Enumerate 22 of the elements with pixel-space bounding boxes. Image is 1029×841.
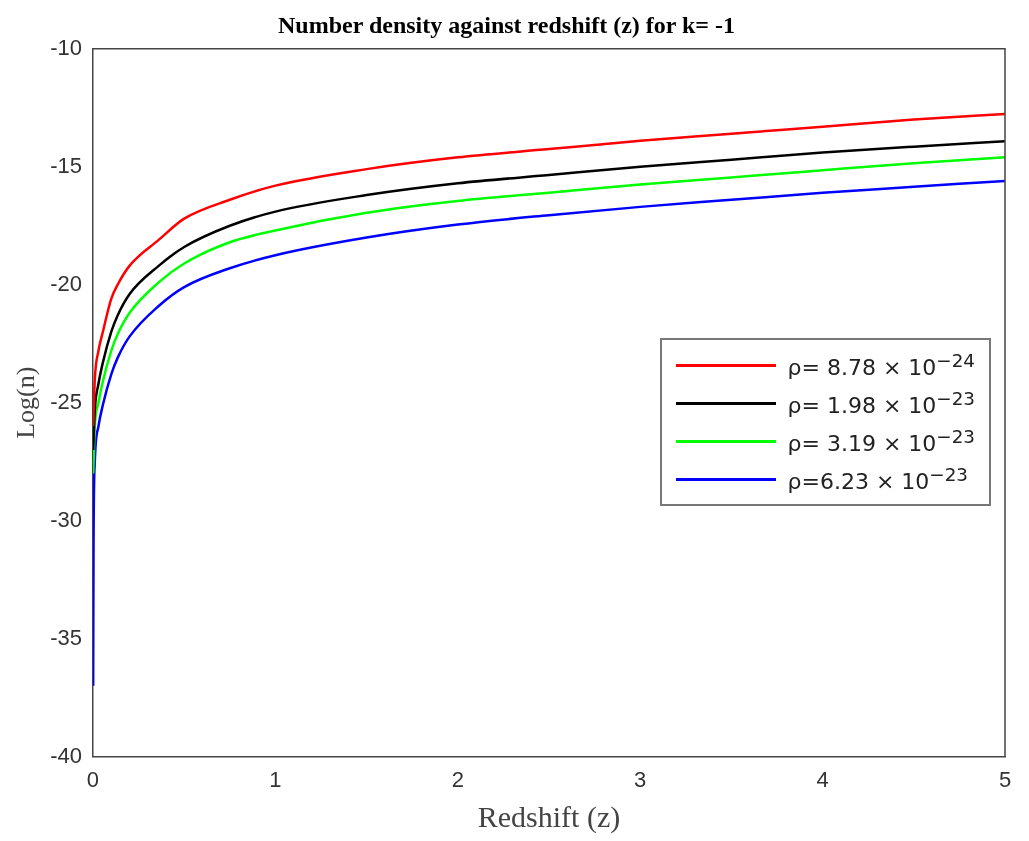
y-tick-label: -10	[50, 34, 82, 60]
y-tick-label: -30	[50, 506, 82, 532]
x-tick-label: 0	[86, 766, 100, 792]
x-tick-label: 3	[634, 766, 647, 792]
line-series	[93, 179, 1005, 688]
y-tick-label: -20	[50, 270, 82, 296]
x-tick-label: 4	[816, 766, 829, 792]
y-tick-label: -35	[50, 624, 82, 650]
x-tick-label: 2	[451, 766, 464, 792]
legend-label: ρ= 3.19 × 10$^{−23}$	[787, 425, 975, 457]
x-tick-label: 1	[269, 766, 282, 792]
x-tick-label: 5	[998, 766, 1012, 792]
legend-label: ρ=6.23 × 10$^{−23}$	[787, 463, 968, 495]
y-tick-label: -15	[50, 152, 82, 178]
line-series	[93, 112, 1005, 428]
legend-label: ρ= 1.98 × 10$^{−23}$	[787, 387, 975, 419]
y-axis-title: Log(n)	[11, 366, 41, 439]
legend-label: ρ= 8.78 × 10$^{−24}$	[787, 349, 975, 381]
x-axis-title: Redshift (z)	[477, 799, 621, 834]
chart-title: Number density against redshift (z) for k= -1	[277, 11, 736, 38]
y-tick-label: -25	[50, 388, 82, 414]
y-tick-label: -40	[50, 742, 82, 768]
